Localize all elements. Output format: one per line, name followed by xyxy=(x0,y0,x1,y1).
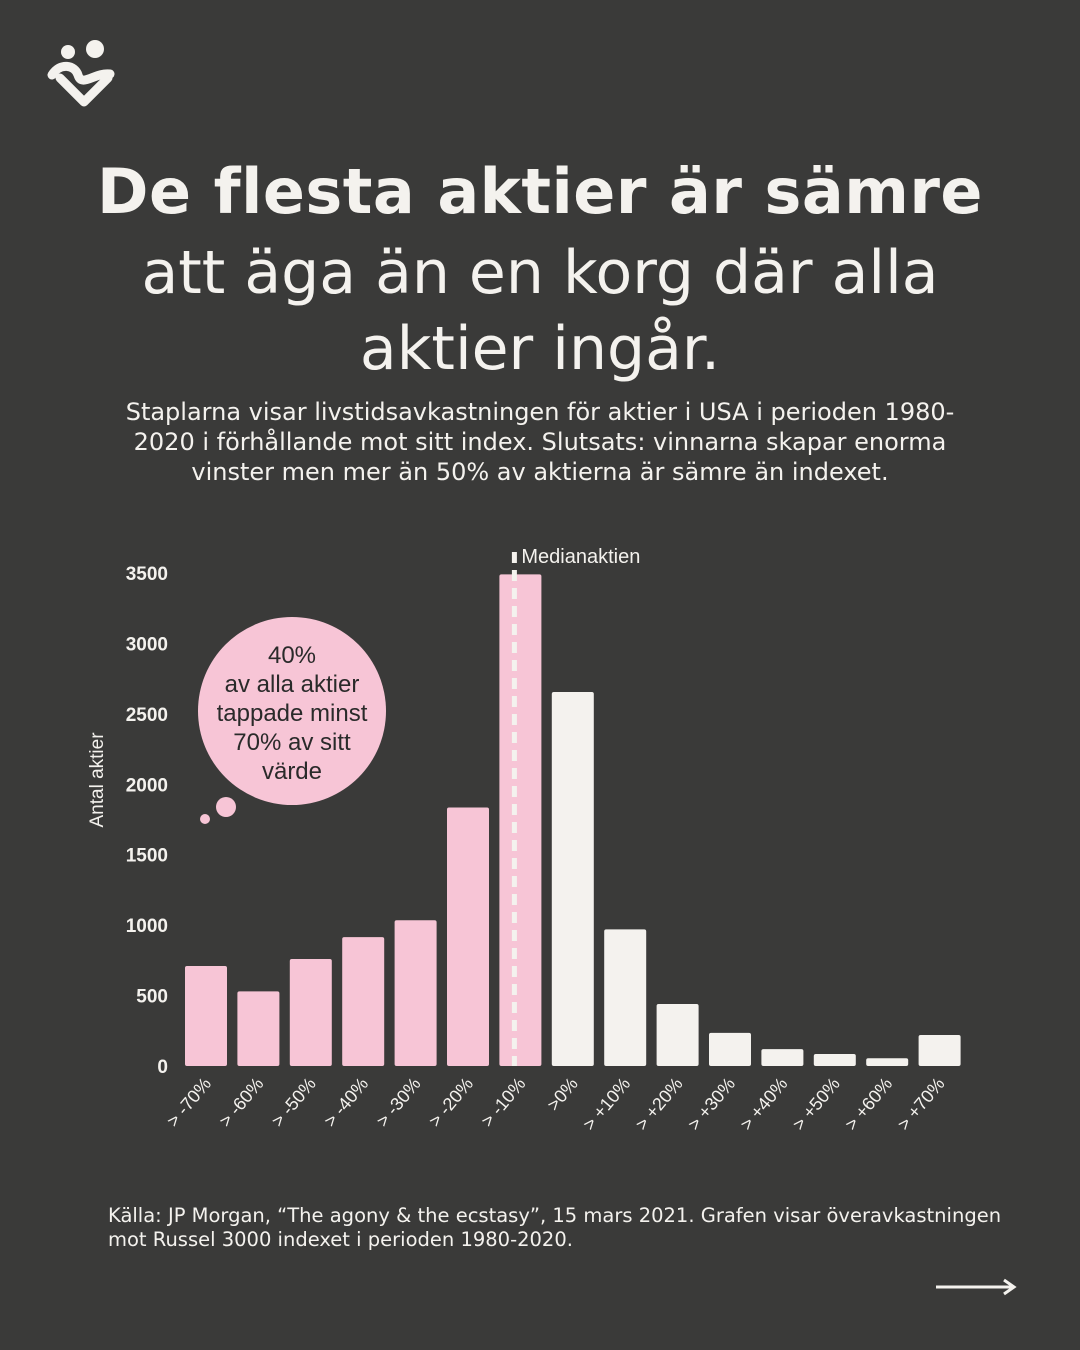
x-tick-label: > -70% xyxy=(163,1074,215,1131)
title-rest: att äga än en korg där alla aktier ingår… xyxy=(141,238,939,384)
x-tick-label: > +10% xyxy=(579,1074,634,1134)
median-label: Medianaktien xyxy=(521,546,640,568)
annotation-line: värde xyxy=(262,758,322,785)
bar xyxy=(342,937,385,1066)
bar xyxy=(499,574,542,1066)
bar xyxy=(394,920,437,1066)
y-tick-label: 3000 xyxy=(126,634,168,655)
annotation-line: 70% av sitt xyxy=(233,729,351,756)
bar xyxy=(813,1054,856,1066)
bar xyxy=(447,807,489,1066)
y-tick-label: 1500 xyxy=(126,846,168,867)
annotation-bubble: 40% av alla aktier tappade minst 70% av sit… xyxy=(198,617,386,824)
bar xyxy=(761,1049,804,1066)
x-tick-label: > +20% xyxy=(631,1074,686,1134)
x-tick-label: > -20% xyxy=(425,1074,477,1131)
annotation-line: av alla aktier xyxy=(225,671,360,698)
annotation-line: tappade minst xyxy=(217,700,368,727)
bar xyxy=(709,1032,751,1066)
x-tick-label: > +60% xyxy=(841,1074,896,1134)
x-tick-label: > -30% xyxy=(372,1074,424,1131)
x-tick-label: > -50% xyxy=(268,1074,320,1131)
x-tick-label: > +30% xyxy=(684,1074,739,1134)
y-tick-label: 2500 xyxy=(126,705,168,726)
bar xyxy=(237,991,280,1066)
bar xyxy=(656,1004,699,1066)
bar xyxy=(918,1035,961,1066)
annotation-line: 40% xyxy=(268,642,316,669)
bar xyxy=(289,958,332,1066)
y-axis-label: Antal aktier xyxy=(87,732,108,828)
x-tick-label: > -60% xyxy=(215,1074,267,1131)
heart-people-logo xyxy=(47,40,115,107)
x-tick-label: > +70% xyxy=(893,1074,948,1134)
title-bold: De flesta aktier är sämre xyxy=(97,155,983,228)
y-tick-label: 500 xyxy=(136,987,168,1008)
bar xyxy=(604,929,647,1066)
y-tick-label: 1000 xyxy=(126,916,168,937)
bar xyxy=(185,965,227,1066)
x-tick-label: > -10% xyxy=(477,1074,529,1131)
x-tick-label: > -40% xyxy=(320,1074,372,1131)
source-note: Källa: JP Morgan, “The agony & the ecsta… xyxy=(108,1204,1002,1251)
x-tick-label: > +40% xyxy=(736,1074,791,1134)
y-tick-label: 0 xyxy=(157,1057,168,1078)
bar xyxy=(866,1058,909,1066)
bar xyxy=(551,692,594,1066)
x-tick-label: >0% xyxy=(543,1074,582,1115)
subtitle: Staplarna visar livstidsavkastningen för… xyxy=(125,398,955,486)
y-tick-label: 3500 xyxy=(126,564,168,585)
y-tick-label: 2000 xyxy=(126,775,168,796)
x-tick-label: > +50% xyxy=(789,1074,844,1134)
